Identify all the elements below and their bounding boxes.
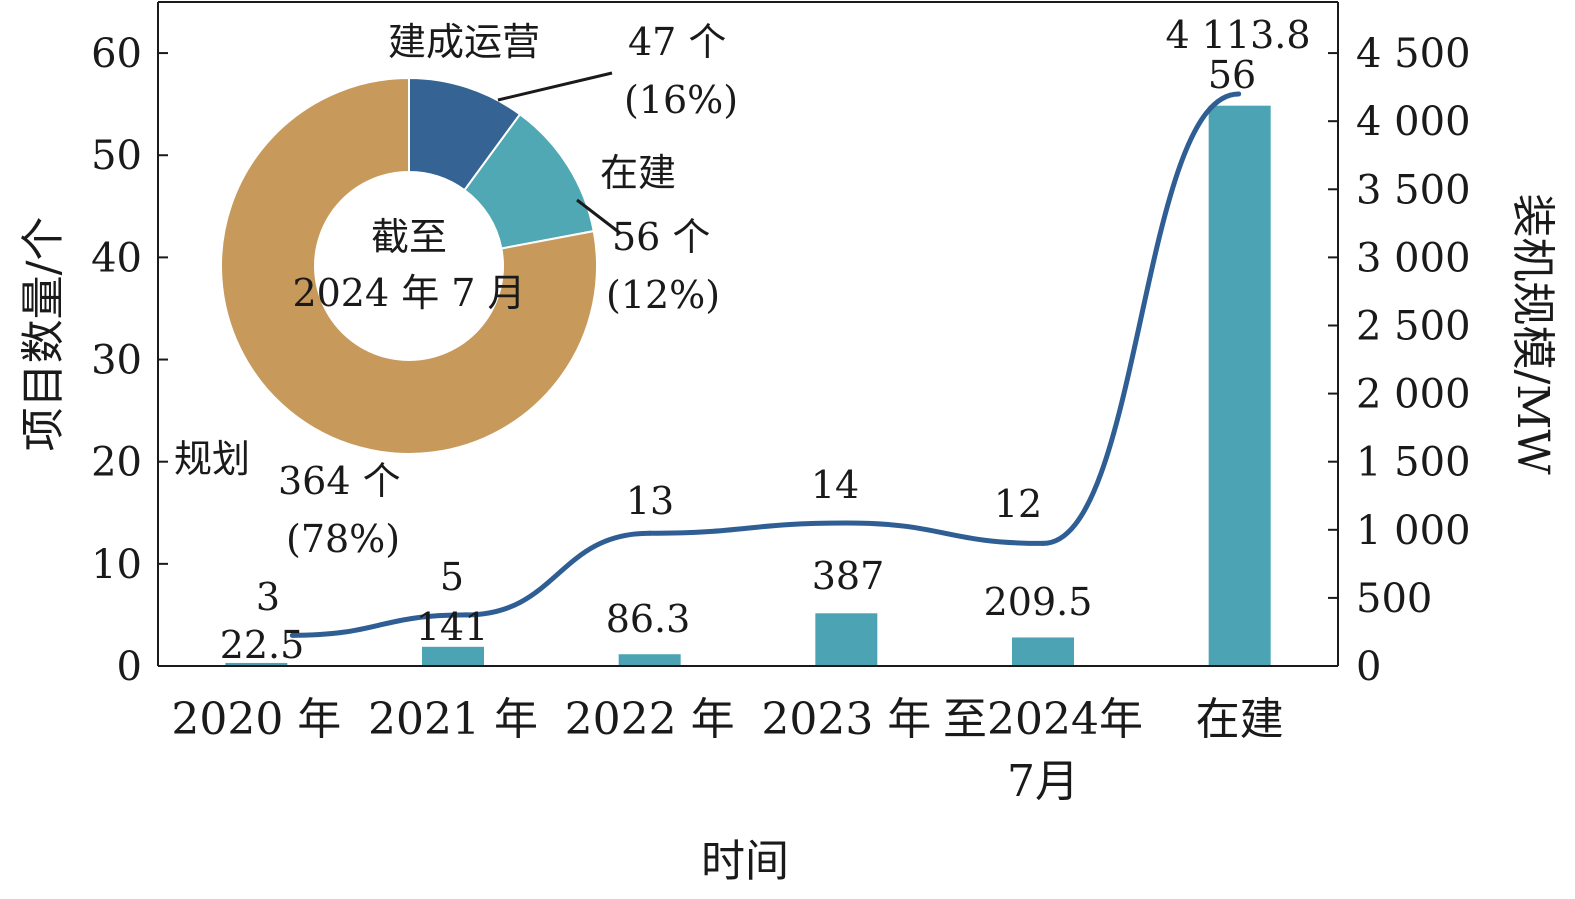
donut-slice-name: 规划 [174, 437, 250, 481]
y-right-tick-label: 3 000 [1356, 235, 1471, 281]
bar [618, 654, 681, 666]
donut-center-text: 2024 年 7 月 [292, 271, 525, 315]
y-right-tick-label: 0 [1356, 644, 1381, 690]
x-tick-label: 2023 年 [761, 694, 931, 745]
donut-slice [220, 76, 598, 455]
axis-layer: 0 10 20 30 40 50 60 0 500 1 000 1 500 2 000 2 500 3 0… [18, 1, 1558, 887]
bar-value-label: 141 [416, 605, 489, 649]
y-left-tick-label: 50 [91, 133, 142, 179]
donut-center-text: 截至 [371, 215, 447, 259]
y-right-tick-label: 1 000 [1356, 508, 1471, 554]
donut-layer: 截至 2024 年 7 月 建成运营 47 个 (16%) 在建 56 个 (12%) 规划 36… [174, 20, 738, 561]
bar-value-label: 387 [812, 554, 885, 598]
donut-leader-line [497, 71, 613, 102]
y-right-tick-label: 500 [1356, 576, 1432, 622]
bar [1012, 637, 1074, 666]
bar-value-label: 4 113.8 [1165, 13, 1310, 57]
x-axis-title: 时间 [701, 836, 789, 887]
y-right-tick-label: 4 500 [1356, 31, 1471, 77]
line-value-label: 5 [440, 555, 464, 599]
bar-layer [225, 105, 1271, 667]
donut-slice-pct: (12%) [606, 273, 720, 317]
x-tick-label: 在建 [1196, 694, 1284, 745]
x-tick-label: 2020 年 [171, 694, 341, 745]
donut-slice-count: 47 个 [628, 20, 726, 64]
donut-slice-name: 在建 [600, 151, 676, 195]
line-value-label: 12 [994, 482, 1042, 526]
x-tick-label: 2021 年 [368, 694, 538, 745]
line-value-label: 13 [626, 479, 674, 523]
bar [1208, 105, 1271, 667]
x-tick-label: 2022 年 [565, 694, 735, 745]
y-left-axis-title: 项目数量/个 [18, 217, 69, 452]
y-right-tick-label: 2 000 [1356, 372, 1471, 418]
bar [422, 646, 484, 666]
y-right-axis-title: 装机规模/MW [1507, 193, 1558, 475]
line-point [289, 632, 295, 638]
donut-slice-pct: (16%) [624, 78, 738, 122]
donut-leader-line [576, 198, 621, 235]
donut-slice-count: 364 个 [278, 459, 401, 503]
y-left-tick-label: 20 [91, 440, 142, 486]
donut-slice-pct: (78%) [286, 517, 400, 561]
line-value-label: 3 [256, 575, 280, 619]
y-left-tick-label: 0 [117, 644, 142, 690]
y-right-tick-label: 4 000 [1356, 99, 1471, 145]
y-right-tick-label: 2 500 [1356, 303, 1471, 349]
line-layer [289, 91, 1242, 638]
line-value-label: 56 [1208, 53, 1256, 97]
donut-slice-name: 建成运营 [388, 20, 540, 64]
bar-value-label: 86.3 [606, 597, 691, 641]
x-tick-label: 7月 [1007, 756, 1079, 807]
y-left-tick-label: 10 [91, 542, 142, 588]
line-point [1040, 540, 1046, 546]
line-point [463, 612, 469, 618]
bar [815, 613, 878, 666]
line-point [647, 530, 653, 536]
donut-slice-count: 56 个 [612, 215, 710, 259]
line-point [843, 520, 849, 526]
bar-value-label: 22.5 [220, 623, 305, 667]
y-left-tick-label: 60 [91, 31, 142, 77]
y-right-tick-label: 1 500 [1356, 440, 1471, 486]
bar [225, 662, 288, 666]
y-left-tick-label: 30 [91, 338, 142, 384]
line-point [1236, 91, 1242, 97]
y-left-tick-label: 40 [91, 235, 142, 281]
label-layer: 3 5 13 14 12 56 22.5 141 86.3 387 209.5 4 113.8 [220, 13, 1311, 667]
line-value-label: 14 [811, 463, 859, 507]
y-right-tick-label: 3 500 [1356, 167, 1471, 213]
bar-value-label: 209.5 [984, 580, 1093, 624]
x-tick-label: 至2024年 [943, 694, 1143, 745]
